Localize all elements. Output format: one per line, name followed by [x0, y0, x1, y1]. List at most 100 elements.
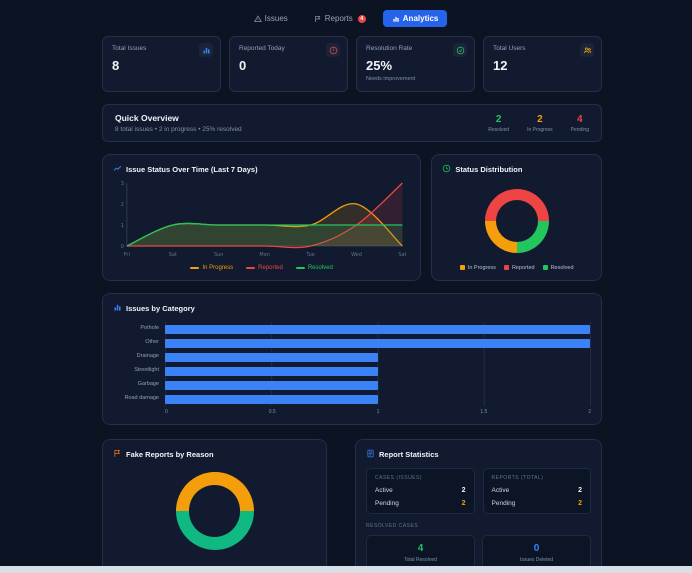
legend-item-resolved[interactable]: Resolved — [542, 265, 574, 271]
legend-item-reported[interactable]: Reported — [246, 265, 283, 271]
legend-item-in-progress[interactable]: In Progress — [459, 265, 496, 271]
svg-text:Mon: Mon — [259, 252, 269, 258]
resolved-count: 2 — [495, 113, 502, 125]
stat-card-total-issues: Total Issues 8 — [102, 36, 221, 92]
issue-status-over-time-card: Issue Status Over Time (Last 7 Days) 0 1 2… — [102, 154, 422, 281]
box-value: 0 — [533, 543, 540, 554]
resolved-cases-heading: RESOLVED CASES — [366, 523, 419, 529]
cases-active-row: Active 2 — [375, 487, 466, 494]
status-distribution-donut — [484, 189, 549, 253]
bar — [165, 352, 378, 362]
bar — [165, 366, 378, 376]
box-label: Total Resolved — [404, 557, 437, 563]
bar — [165, 338, 590, 348]
reports-active-row: Active 2 — [492, 487, 583, 494]
fake-reports-title: Fake Reports by Reason — [126, 450, 214, 459]
legend-item-resolved[interactable]: Resolved — [295, 265, 333, 271]
cases-pending-row: Pending 2 — [375, 500, 466, 507]
row-value: 2 — [461, 500, 466, 507]
legend-label: Resolved — [307, 265, 333, 271]
trend-line-icon — [113, 164, 122, 175]
tab-issues[interactable]: Issues — [245, 10, 297, 27]
row-label: Pending — [375, 500, 399, 507]
clock-icon — [442, 164, 451, 175]
bar-chart-icon — [392, 15, 400, 23]
stats-row: Total Issues 8 Reported Today 0 Resoluti… — [102, 36, 602, 92]
tab-reports-label: Reports — [324, 14, 353, 23]
legend-item-reported[interactable]: Reported — [503, 265, 535, 271]
stat-card-reported-today: Reported Today 0 — [229, 36, 348, 92]
resolved-label: Resolved — [488, 126, 510, 133]
report-statistics-card: Report Statistics CASES (ISSUES) Active … — [355, 439, 602, 573]
pending-label: Pending — [570, 126, 589, 133]
stat-label: Resolution Rate — [366, 45, 413, 52]
bar-category-label: Drainage — [136, 353, 159, 360]
x-axis-tick: 1 — [376, 409, 380, 415]
row-value: 2 — [578, 487, 582, 494]
row-label: Active — [491, 487, 510, 494]
bar-chart-icon — [113, 303, 122, 314]
row-value: 2 — [461, 487, 466, 494]
category-x-axis: 0 0.5 1 1.5 2 — [165, 409, 591, 415]
row-label: Active — [375, 487, 393, 494]
resolved-stat: 2 Resolved — [488, 114, 509, 133]
bar-category-label: Streetlight — [134, 367, 159, 374]
flag-icon — [314, 15, 322, 23]
svg-text:Sun: Sun — [214, 252, 223, 258]
legend-label: In Progress — [467, 265, 496, 271]
svg-text:Sat: Sat — [169, 252, 177, 258]
bar — [165, 324, 590, 334]
x-axis-tick: 0.5 — [268, 409, 276, 415]
flag-icon — [113, 449, 122, 460]
bar — [165, 380, 378, 390]
legend-marker — [190, 267, 200, 269]
status-distribution-legend: In Progress Reported Resolved — [442, 255, 591, 271]
quick-overview-badges: 2 Resolved 2 In Progress 4 Pending — [488, 114, 589, 133]
donut-hole — [188, 485, 241, 537]
pending-count: 4 — [577, 113, 583, 125]
fake-reports-title-row: Fake Reports by Reason — [113, 449, 316, 460]
document-icon — [366, 449, 375, 460]
report-statistics-title-row: Report Statistics — [366, 449, 591, 460]
report-statistics-title: Report Statistics — [379, 450, 439, 459]
tab-analytics[interactable]: Analytics — [382, 10, 448, 27]
svg-text:Fri: Fri — [124, 252, 130, 258]
bar-category-label: Road damage — [124, 395, 159, 402]
line-chart-title: Issue Status Over Time (Last 7 Days) — [126, 165, 258, 174]
stat-value: 25% — [366, 58, 393, 73]
fake-reports-donut — [175, 472, 254, 550]
legend-label: Resolved — [550, 265, 574, 271]
line-chart-legend: In Progress Reported Resolved — [113, 265, 410, 271]
svg-text:Tue: Tue — [305, 252, 314, 258]
svg-text:3: 3 — [121, 181, 124, 187]
bar-row: Streetlight — [113, 364, 591, 378]
stat-value: 0 — [239, 58, 247, 73]
issues-deleted-box: 0 Issues Deleted — [482, 535, 591, 571]
bar-category-label: Pothole — [140, 325, 159, 332]
donut-hole — [495, 199, 538, 243]
bar-category-label: Garbage — [137, 381, 159, 388]
bar-track — [165, 322, 591, 336]
footer-strip — [0, 566, 692, 573]
bar-track — [165, 392, 591, 406]
quick-overview-card: Quick Overview 8 total issues • 2 in pro… — [102, 104, 602, 142]
stat-value: 12 — [493, 58, 508, 73]
bar-row: Road damage — [113, 392, 591, 406]
in-progress-count: 2 — [537, 113, 543, 125]
resolved-cases-grid: 4 Total Resolved 0 Issues Deleted 0 Revi… — [366, 535, 591, 573]
quick-overview-text: Quick Overview 8 total issues • 2 in pro… — [115, 113, 242, 133]
svg-text:2: 2 — [121, 202, 124, 208]
stat-card-total-users: Total Users 12 — [483, 36, 602, 92]
row-value: 2 — [578, 500, 582, 507]
x-axis-tick: 1.5 — [480, 409, 488, 415]
legend-item-in-progress[interactable]: In Progress — [190, 265, 233, 271]
bar — [165, 394, 378, 404]
stat-card-resolution-rate: Resolution Rate 25% Needs improvement — [356, 36, 475, 92]
bar-row: Pothole — [113, 322, 591, 336]
bar-row: Garbage — [113, 378, 591, 392]
legend-label: Reported — [258, 265, 283, 271]
in-progress-stat: 2 In Progress — [527, 114, 553, 133]
tab-reports[interactable]: Reports 4 — [305, 10, 375, 27]
line-chart-title-row: Issue Status Over Time (Last 7 Days) — [113, 164, 410, 175]
reports-total-subcard: REPORTS (TOTAL) Active 2 Pending 2 — [482, 468, 591, 514]
